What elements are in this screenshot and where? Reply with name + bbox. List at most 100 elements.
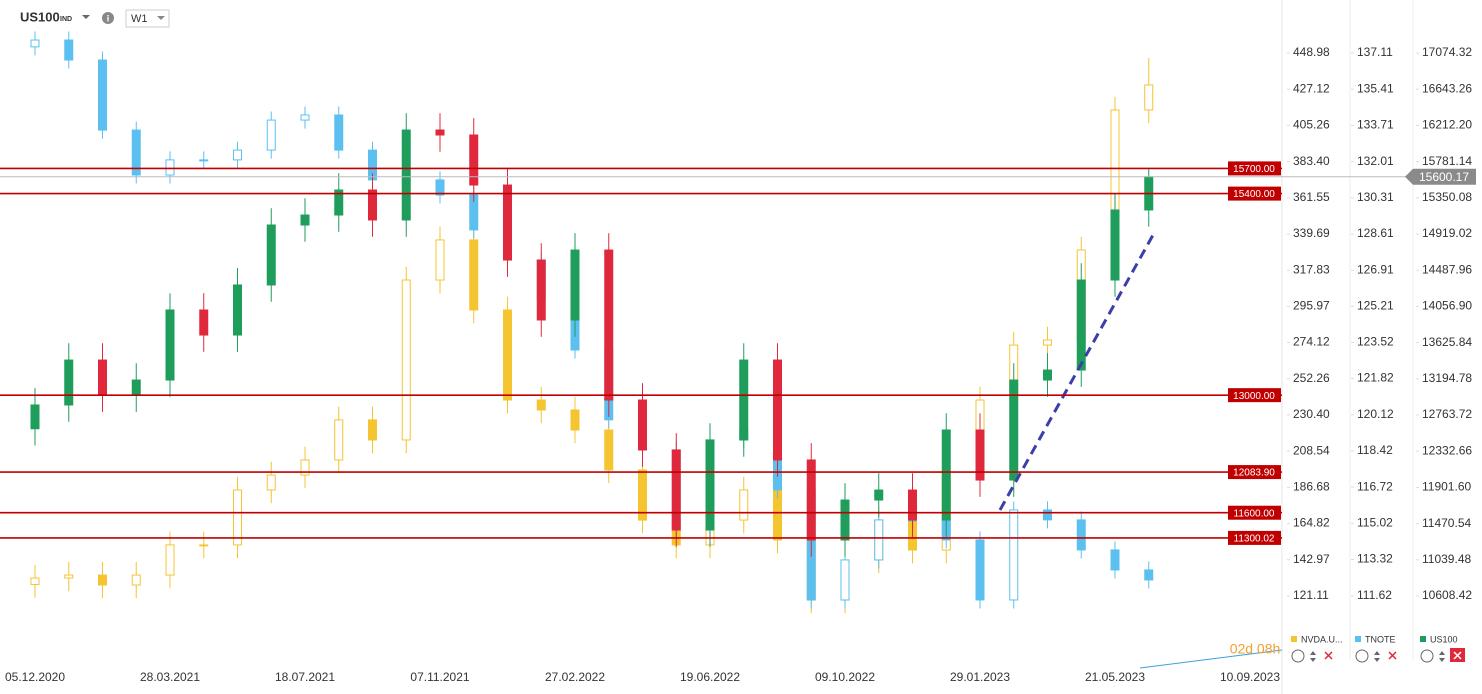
candle [334, 173, 344, 232]
market: IND [60, 16, 72, 23]
legend-label: TNOTE [1365, 634, 1396, 644]
symbol: US100 [20, 9, 60, 24]
x-tick-label: 10.09.2023 [1220, 670, 1280, 684]
y-tick-label: 123.52 [1357, 335, 1394, 349]
candle-body [30, 39, 40, 48]
candle [840, 483, 850, 557]
y-tick-label: 12332.66 [1422, 443, 1472, 457]
candle-body [334, 114, 344, 151]
candle [199, 151, 209, 169]
candle-body [705, 439, 715, 531]
y-tick-label: 274.12 [1293, 335, 1330, 349]
candle-body [334, 419, 344, 461]
x-tick-label: 18.07.2021 [275, 670, 335, 684]
candle-body [165, 544, 175, 576]
candle-body [334, 189, 344, 216]
candle [98, 561, 107, 599]
x-tick-label: 28.03.2021 [140, 670, 200, 684]
candle-body [199, 159, 209, 162]
legend-visibility-button[interactable] [1355, 649, 1369, 663]
candle-body [98, 359, 107, 396]
candle-body [131, 379, 141, 396]
candle-body [64, 359, 74, 406]
candle [705, 423, 715, 547]
y-tick-label: 10608.42 [1422, 588, 1472, 602]
candle [30, 31, 40, 56]
header: US100 IND i W1 [20, 9, 170, 28]
candle [739, 476, 749, 534]
candle [199, 293, 209, 352]
candle [773, 343, 782, 477]
candle [266, 208, 276, 302]
legend-visibility-button[interactable] [1420, 649, 1434, 663]
candle [64, 31, 74, 69]
legend-close-button[interactable] [1388, 651, 1397, 660]
candle [98, 51, 107, 139]
candle-body [806, 459, 816, 541]
level-label-box [1228, 505, 1281, 520]
candle-body [165, 159, 175, 176]
interval-select[interactable] [125, 9, 170, 28]
countdown: 02d 08h [1230, 641, 1281, 657]
candle [165, 151, 175, 184]
candle [874, 473, 884, 517]
legend-close-button[interactable] [1324, 651, 1333, 660]
y-tick-label: 120.12 [1357, 407, 1394, 421]
level-label: 11600.00 [1234, 508, 1275, 519]
legend-visibility-button[interactable] [1291, 649, 1305, 663]
y-tick-label: 16643.26 [1422, 81, 1472, 95]
candle [739, 343, 749, 457]
y-tick-label: 17074.32 [1422, 45, 1472, 59]
candle [64, 561, 74, 592]
dropdown-arrow [157, 16, 165, 20]
candle-body [739, 489, 749, 521]
legend-order-button[interactable] [1310, 651, 1316, 662]
candle [1144, 57, 1154, 124]
candle-body [1043, 509, 1052, 521]
candle [975, 413, 985, 497]
y-tick-label: 252.26 [1293, 371, 1330, 385]
candle [1043, 501, 1052, 529]
y-tick-label: 317.83 [1293, 262, 1330, 276]
legend-label: US100 [1430, 634, 1458, 644]
y-tick-label: 14056.90 [1422, 299, 1472, 313]
current-price: 15600.17 [1419, 170, 1469, 184]
level-label: 12083.90 [1233, 468, 1275, 479]
candle-body [1144, 569, 1154, 581]
y-tick-label: 383.40 [1293, 154, 1330, 168]
y-tick-label: 11901.60 [1422, 480, 1471, 494]
y-tick-label: 405.26 [1293, 118, 1330, 132]
candle-body [1144, 84, 1154, 111]
candle [1110, 193, 1120, 297]
level-label-box [1228, 388, 1281, 403]
legend-order-button[interactable] [1374, 651, 1380, 662]
candle-body [874, 519, 884, 561]
candle-body [368, 419, 377, 441]
candle [1043, 353, 1052, 397]
y-tick-label: 208.54 [1293, 443, 1330, 457]
candle-body [604, 429, 614, 471]
y-tick-label: 12763.72 [1422, 407, 1472, 421]
candle [469, 226, 479, 324]
y-tick-label: 230.40 [1293, 407, 1330, 421]
candle [334, 106, 344, 159]
candle-body [469, 239, 479, 311]
y-tick-label: 16212.20 [1422, 118, 1472, 132]
y-tick-label: 15781.14 [1422, 154, 1472, 168]
candle [401, 266, 411, 454]
candle [233, 268, 242, 352]
candle-body [233, 149, 242, 161]
x-tick-label: 19.06.2022 [680, 670, 740, 684]
x-tick-label: 29.01.2023 [950, 670, 1010, 684]
candle-body [266, 474, 276, 491]
y-tick-label: 133.71 [1357, 118, 1394, 132]
level-label-box [1228, 161, 1281, 176]
y-tick-label: 361.55 [1293, 190, 1330, 204]
legend-order-button[interactable] [1439, 651, 1445, 662]
candle [570, 396, 580, 444]
dropdown-arrow[interactable] [82, 15, 90, 19]
y-tick-label: 13625.84 [1422, 335, 1472, 349]
legend-close-button[interactable] [1453, 651, 1462, 660]
info-icon[interactable] [102, 12, 114, 24]
candle-body [536, 399, 546, 411]
